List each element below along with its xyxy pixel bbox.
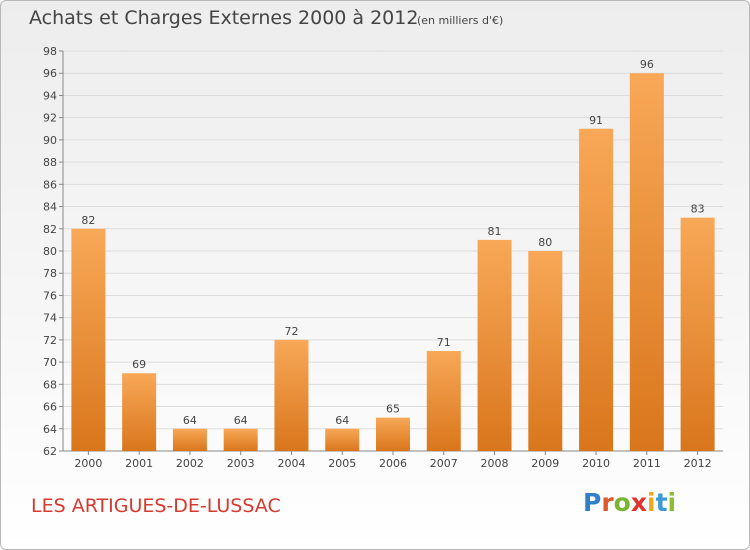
logo-letter: i — [667, 488, 677, 517]
bar-value-label: 71 — [437, 336, 451, 349]
y-tick-label: 62 — [43, 445, 57, 458]
y-tick-label: 80 — [43, 245, 57, 258]
y-tick-label: 98 — [43, 45, 57, 58]
place-name: LES ARTIGUES-DE-LUSSAC — [31, 495, 281, 517]
bar-value-label: 64 — [234, 414, 248, 427]
bar-value-label: 69 — [132, 358, 146, 371]
x-tick-label: 2001 — [125, 457, 153, 470]
y-tick-label: 90 — [43, 134, 57, 147]
bar-value-label: 91 — [589, 114, 603, 127]
bar — [325, 428, 360, 451]
bar-value-label: 96 — [640, 58, 654, 71]
x-tick-label: 2009 — [531, 457, 559, 470]
bar — [122, 373, 157, 451]
x-tick-label: 2002 — [176, 457, 204, 470]
logo-letter: i — [647, 488, 656, 517]
y-tick-label: 88 — [43, 156, 57, 169]
logo-letter: P — [583, 488, 602, 517]
bar — [376, 417, 410, 451]
y-tick-label: 86 — [43, 178, 57, 191]
bar — [477, 239, 512, 451]
x-tick-label: 2004 — [277, 457, 305, 470]
y-tick-label: 94 — [43, 89, 57, 102]
y-tick-label: 64 — [43, 423, 57, 436]
proxiti-logo[interactable]: Proxiti — [583, 488, 676, 517]
bar — [426, 351, 461, 451]
bar-value-label: 64 — [335, 414, 349, 427]
x-tick-label: 2005 — [328, 457, 356, 470]
bar — [680, 217, 715, 451]
x-tick-label: 2011 — [633, 457, 661, 470]
bar-value-label: 72 — [284, 325, 298, 338]
y-tick-label: 84 — [43, 201, 57, 214]
bar — [274, 339, 309, 451]
y-tick-label: 66 — [43, 401, 57, 414]
bar — [172, 428, 207, 451]
bar-value-label: 82 — [81, 214, 95, 227]
y-tick-label: 96 — [43, 67, 57, 80]
y-tick-label: 76 — [43, 289, 57, 302]
logo-letter: o — [613, 488, 631, 517]
bar-value-label: 80 — [538, 236, 552, 249]
bar-value-label: 65 — [386, 403, 400, 416]
bar-value-label: 83 — [691, 203, 705, 216]
bar-value-label: 64 — [183, 414, 197, 427]
bar — [223, 428, 258, 451]
y-tick-label: 70 — [43, 356, 57, 369]
y-tick-label: 74 — [43, 312, 57, 325]
logo-letter: x — [630, 488, 647, 517]
x-tick-label: 2012 — [684, 457, 712, 470]
x-tick-label: 2010 — [582, 457, 610, 470]
bar-value-label: 81 — [488, 225, 502, 238]
bar — [579, 128, 614, 451]
chart-unit: (en milliers d'€) — [417, 14, 504, 27]
x-tick-label: 2007 — [430, 457, 458, 470]
chart-title: Achats et Charges Externes 2000 à 2012 — [29, 7, 419, 29]
x-tick-label: 2003 — [227, 457, 255, 470]
y-tick-label: 72 — [43, 334, 57, 347]
y-tick-label: 92 — [43, 112, 57, 125]
y-tick-label: 82 — [43, 223, 57, 236]
x-tick-label: 2008 — [481, 457, 509, 470]
bar — [528, 251, 563, 451]
y-tick-label: 78 — [43, 267, 57, 280]
logo-letter: t — [655, 488, 668, 517]
x-tick-label: 2006 — [379, 457, 407, 470]
logo-letter: r — [601, 488, 614, 517]
y-tick-label: 68 — [43, 378, 57, 391]
bar — [71, 228, 106, 451]
x-tick-label: 2000 — [74, 457, 102, 470]
bar — [629, 73, 664, 451]
